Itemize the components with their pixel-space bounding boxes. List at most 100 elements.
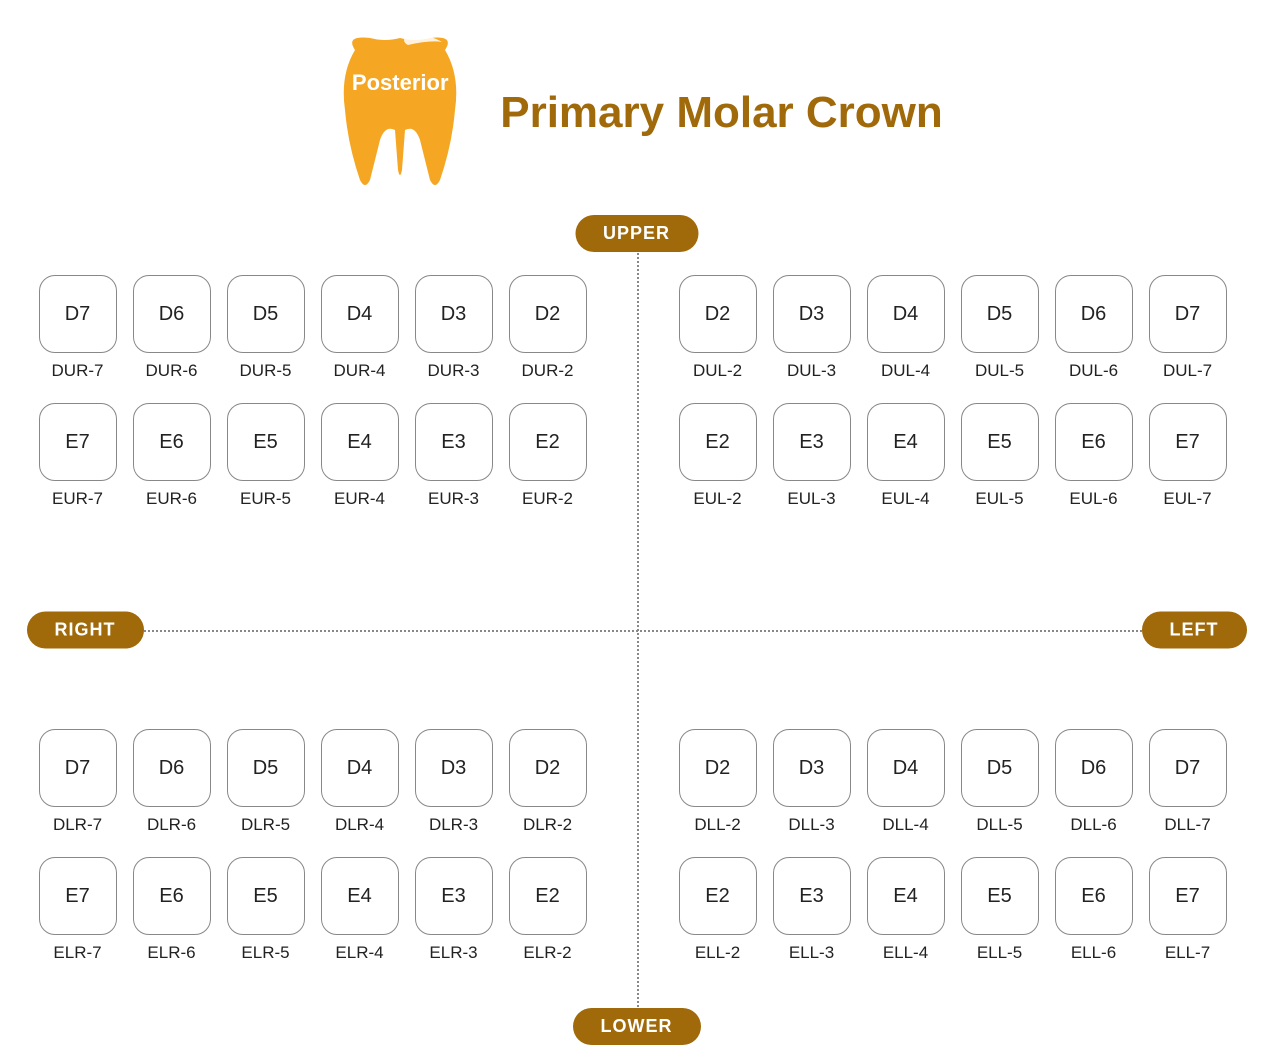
crown-code: EUR-2 (522, 489, 573, 509)
crown-size-box: E6 (133, 857, 211, 935)
crown-item: E2EUL-2 (677, 403, 759, 527)
crown-item: E2ELL-2 (677, 857, 759, 981)
crown-size-box: D7 (1149, 275, 1227, 353)
crown-item: D2DUR-2 (507, 275, 589, 399)
crown-item: E3 EUL-3 (771, 403, 853, 527)
crown-code: DUL-2 (693, 361, 742, 381)
crown-item: D4 DUL-4 (865, 275, 947, 399)
crown-item: E7ELR-7 (37, 857, 119, 981)
crown-item: D5DLR-5 (225, 729, 307, 853)
pill-lower: LOWER (573, 1008, 701, 1045)
crown-size-box: D7 (39, 729, 117, 807)
crown-row: E2EUL-2E3 EUL-3 E4EUL-4E5EUL-5E6 EUL-6 E7 EUL… (677, 403, 1237, 527)
crown-size-box: D5 (961, 729, 1039, 807)
crown-size-box: E3 (773, 403, 851, 481)
crown-code: ELL-7 (1165, 943, 1210, 963)
crown-code: DLL-2 (694, 815, 740, 835)
crown-item: E5EUL-5 (959, 403, 1041, 527)
crown-code: DLR-3 (429, 815, 478, 835)
crown-size-box: E4 (321, 403, 399, 481)
crown-size-box: D4 (867, 275, 945, 353)
crown-code: ELL-3 (789, 943, 834, 963)
tooth-icon: Posterior (330, 30, 470, 195)
crown-code: ELL-5 (977, 943, 1022, 963)
quadrant-upper-right: D7DUR-7D6DUR-6D5DUR-5D4DUR-4D3DUR-3D2DUR… (37, 275, 597, 531)
crown-code: DUR-2 (522, 361, 574, 381)
crown-size-box: E6 (1055, 403, 1133, 481)
crown-item: D4DLL-4 (865, 729, 947, 853)
crown-item: D6DLL-6 (1053, 729, 1135, 853)
crown-size-box: D3 (773, 275, 851, 353)
crown-size-box: E7 (39, 857, 117, 935)
crown-code: ELL-4 (883, 943, 928, 963)
crown-size-box: D4 (321, 275, 399, 353)
crown-item: D5DUR-5 (225, 275, 307, 399)
crown-size-box: D3 (415, 729, 493, 807)
crown-item: D7DUL-7 (1147, 275, 1229, 399)
crown-code: DLL-7 (1164, 815, 1210, 835)
crown-item: D6DUL-6 (1053, 275, 1135, 399)
crown-row: D2DLL-2D3DLL-3D4DLL-4D5DLL-5D6DLL-6D7DLL… (677, 729, 1237, 853)
crown-code: EUL-7 (1163, 489, 1211, 509)
crown-code: ELL-6 (1071, 943, 1116, 963)
crown-item: E4EUL-4 (865, 403, 947, 527)
crown-size-box: D3 (773, 729, 851, 807)
crown-item: D7 DLR-7 (37, 729, 119, 853)
crown-code: EUR-3 (428, 489, 479, 509)
crown-size-box: E2 (679, 403, 757, 481)
crown-item: E3ELR-3 (413, 857, 495, 981)
crown-size-box: D2 (509, 729, 587, 807)
crown-code: EUL-3 (787, 489, 835, 509)
crown-size-box: E2 (509, 403, 587, 481)
crown-code: ELR-3 (429, 943, 477, 963)
crown-size-box: E3 (773, 857, 851, 935)
crown-size-box: D5 (961, 275, 1039, 353)
crown-code: DUL-4 (881, 361, 930, 381)
crown-size-box: E4 (867, 857, 945, 935)
crown-size-box: E4 (321, 857, 399, 935)
crown-item: D3DUL-3 (771, 275, 853, 399)
crown-code: EUL-5 (975, 489, 1023, 509)
crown-size-box: D5 (227, 729, 305, 807)
crown-row: E7EUR-7E6EUR-6E5EUR-5E4EUR-4E3EUR-3E2EUR… (37, 403, 597, 527)
crown-code: ELL-2 (695, 943, 740, 963)
crown-size-box: D6 (1055, 275, 1133, 353)
crown-item: D6DLR-6 (131, 729, 213, 853)
pill-left: LEFT (1142, 612, 1247, 649)
crown-item: E3 EUR-3 (413, 403, 495, 527)
crown-size-box: E7 (1149, 403, 1227, 481)
crown-size-box: E3 (415, 403, 493, 481)
crown-code: DUR-5 (240, 361, 292, 381)
crown-code: DLL-5 (976, 815, 1022, 835)
crown-code: DLR-6 (147, 815, 196, 835)
crown-code: DUR-4 (334, 361, 386, 381)
crown-code: DLL-3 (788, 815, 834, 835)
crown-code: DLR-2 (523, 815, 572, 835)
crown-item: D5DUL-5 (959, 275, 1041, 399)
crown-item: E2 ELR-2 (507, 857, 589, 981)
crown-size-box: D2 (679, 729, 757, 807)
crown-code: EUL-6 (1069, 489, 1117, 509)
crown-item: E5EUR-5 (225, 403, 307, 527)
crown-item: E4ELR-4 (319, 857, 401, 981)
crown-item: E6EUR-6 (131, 403, 213, 527)
crown-item: E7 EUL-7 (1147, 403, 1229, 527)
crown-item: E7ELL-7 (1147, 857, 1229, 981)
crown-code: EUR-5 (240, 489, 291, 509)
crown-item: D3 DLL-3 (771, 729, 853, 853)
crown-code: ELR-6 (147, 943, 195, 963)
crown-item: E2 EUR-2 (507, 403, 589, 527)
crown-item: D7DUR-7 (37, 275, 119, 399)
crown-item: E6 ELL-6 (1053, 857, 1135, 981)
crown-size-box: E6 (1055, 857, 1133, 935)
crown-item: E4EUR-4 (319, 403, 401, 527)
divider-horizontal (117, 630, 1157, 632)
crown-code: ELR-2 (523, 943, 571, 963)
crown-size-box: E2 (509, 857, 587, 935)
crown-row: D7DUR-7D6DUR-6D5DUR-5D4DUR-4D3DUR-3D2DUR… (37, 275, 597, 399)
crown-code: DUR-7 (52, 361, 104, 381)
crown-code: DLR-7 (53, 815, 102, 835)
crown-code: DLL-4 (882, 815, 928, 835)
crown-code: EUR-7 (52, 489, 103, 509)
crown-code: EUR-6 (146, 489, 197, 509)
